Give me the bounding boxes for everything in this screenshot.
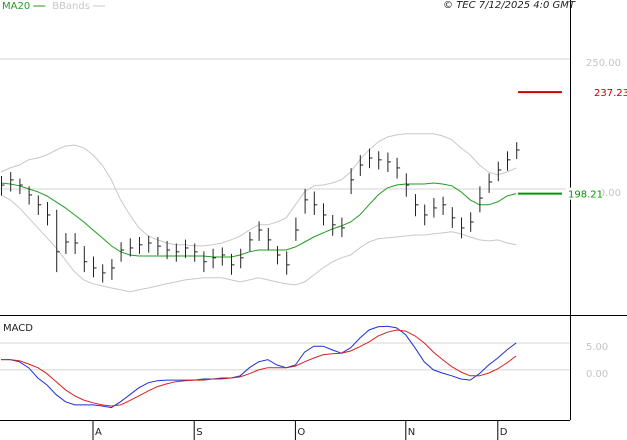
y-tick-label: 200.00 (586, 188, 621, 199)
y-tick-label: 5.00 (586, 342, 608, 353)
legend-label: MA20 (2, 1, 30, 12)
legend-label: BBands (52, 1, 90, 12)
macd-line (1, 329, 517, 407)
price-label: 237.23 (594, 88, 627, 99)
macd-line (1, 325, 517, 409)
x-tick-label: D (500, 427, 508, 438)
price-label: 198.21 (568, 190, 603, 201)
x-tick-label: A (95, 427, 102, 438)
label-bg (566, 187, 602, 200)
x-tick-label: O (297, 427, 305, 438)
panel-title: MACD (3, 323, 33, 334)
x-tick-label: N (408, 427, 415, 438)
bband-lower (0, 194, 517, 293)
ma-line (0, 182, 517, 258)
x-tick-label: S (196, 427, 202, 438)
source: © TEC 7/12/2025 4:0 GMT (443, 0, 576, 11)
y-tick-label: 250.00 (586, 58, 621, 69)
y-tick-label: 0.00 (586, 369, 608, 380)
